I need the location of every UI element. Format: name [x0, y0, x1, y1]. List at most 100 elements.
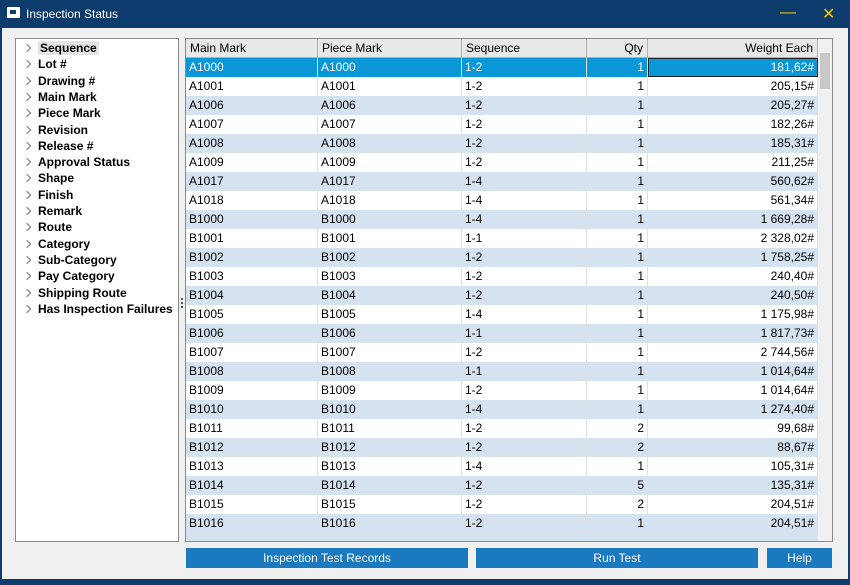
scrollbar[interactable]: [818, 39, 832, 541]
table-row[interactable]: B1004 B1004 1-2 1 240,50#: [186, 286, 818, 305]
tree-item-label[interactable]: Main Mark: [38, 89, 97, 104]
column-header[interactable]: Piece Mark: [318, 39, 462, 58]
expand-arrow[interactable]: [22, 43, 32, 53]
expand-arrow[interactable]: [22, 174, 32, 183]
button[interactable]: Inspection Test Records: [186, 548, 468, 568]
table-row[interactable]: A1017 A1017 1-4 1 560,62#: [186, 172, 818, 191]
table-cell: 1: [587, 115, 648, 134]
tree-item-label[interactable]: Shape: [38, 171, 75, 186]
tree-item-label[interactable]: Revision: [38, 122, 89, 137]
table-row[interactable]: A1000 A1000 1-2 1 181,62#: [186, 58, 818, 77]
table-row[interactable]: B1014 B1014 1-2 5 135,31#: [186, 476, 818, 495]
tree-item[interactable]: Shape: [22, 171, 75, 187]
tree-item-label[interactable]: Drawing #: [38, 73, 96, 88]
table-cell: 1-4: [462, 210, 587, 229]
table-row[interactable]: A1008 A1008 1-2 1 185,31#: [186, 134, 818, 153]
column-header[interactable]: Weight Each: [648, 39, 818, 58]
tree-item-label[interactable]: Shipping Route: [38, 285, 127, 300]
expand-arrow[interactable]: [22, 271, 32, 281]
column-header[interactable]: Sequence: [462, 39, 587, 58]
tree-item[interactable]: Route: [22, 220, 72, 236]
tree-item[interactable]: Shipping Route: [22, 285, 127, 302]
table-row[interactable]: B1013 B1013 1-4 1 105,31#: [186, 457, 818, 476]
tree-item[interactable]: Category: [22, 236, 91, 253]
tree-item[interactable]: Sequence: [22, 41, 99, 57]
tree-item-label[interactable]: Pay Category: [38, 269, 115, 284]
table-row[interactable]: B1002 B1002 1-2 1 1 758,25#: [186, 248, 818, 267]
table-row[interactable]: [186, 533, 818, 541]
expand-arrow[interactable]: [22, 141, 32, 151]
expand-arrow[interactable]: [22, 190, 32, 199]
expand-arrow[interactable]: [22, 125, 32, 134]
expand-arrow[interactable]: [22, 304, 32, 314]
table-cell: 1: [587, 229, 648, 248]
scroll-thumb[interactable]: [820, 53, 830, 89]
expand-arrow[interactable]: [22, 92, 32, 102]
tree-item-label[interactable]: Release #: [38, 138, 94, 153]
tree-item[interactable]: Remark: [22, 204, 83, 220]
expand-arrow[interactable]: [22, 108, 32, 118]
table-row[interactable]: A1018 A1018 1-4 1 561,34#: [186, 191, 818, 210]
table-row[interactable]: B1009 B1009 1-2 1 1 014,64#: [186, 381, 818, 400]
button[interactable]: Run Test: [476, 548, 758, 568]
column-header[interactable]: Main Mark: [186, 39, 318, 58]
tree-item-label[interactable]: Route: [38, 220, 72, 235]
tree-item[interactable]: Piece Mark: [22, 106, 101, 122]
tree-item[interactable]: Release #: [22, 138, 94, 155]
table-row[interactable]: B1012 B1012 1-2 2 88,67#: [186, 438, 818, 457]
tree-item-label[interactable]: Sub-Category: [38, 252, 117, 267]
tree-item-label[interactable]: Sequence: [38, 41, 99, 55]
table-row[interactable]: B1010 B1010 1-4 1 1 274,40#: [186, 400, 818, 419]
tree-item-label[interactable]: Approval Status: [38, 155, 131, 170]
tree-item[interactable]: Main Mark: [22, 89, 97, 106]
table-row[interactable]: B1001 B1001 1-1 1 2 328,02#: [186, 229, 818, 248]
table-row[interactable]: B1015 B1015 1-2 2 204,51#: [186, 495, 818, 514]
tree-item-label[interactable]: Has Inspection Failures: [38, 301, 173, 316]
table-row[interactable]: B1008 B1008 1-1 1 1 014,64#: [186, 362, 818, 381]
expand-arrow[interactable]: [22, 157, 32, 167]
table-row[interactable]: B1006 B1006 1-1 1 1 817,73#: [186, 324, 818, 343]
table-row[interactable]: B1005 B1005 1-4 1 1 175,98#: [186, 305, 818, 324]
table-row[interactable]: B1007 B1007 1-2 1 2 744,56#: [186, 343, 818, 362]
table-row[interactable]: B1016 B1016 1-2 1 204,51#: [186, 514, 818, 533]
tree-item[interactable]: Revision: [22, 122, 89, 139]
expand-arrow[interactable]: [22, 255, 32, 265]
expand-arrow[interactable]: [22, 60, 32, 69]
button[interactable]: Help: [767, 548, 832, 568]
table-cell: 2: [587, 495, 648, 514]
minimize-button[interactable]: —: [780, 4, 796, 21]
tree-item[interactable]: Approval Status: [22, 155, 131, 171]
table-row[interactable]: A1001 A1001 1-2 1 205,15#: [186, 77, 818, 96]
tree-item-label[interactable]: Finish: [38, 187, 74, 202]
table-row[interactable]: A1006 A1006 1-2 1 205,27#: [186, 96, 818, 115]
table-cell: B1000: [186, 210, 318, 229]
tree-item-label[interactable]: Remark: [38, 204, 83, 218]
expand-arrow[interactable]: [22, 288, 32, 297]
table-row[interactable]: A1009 A1009 1-2 1 211,25#: [186, 153, 818, 172]
table-row[interactable]: B1003 B1003 1-2 1 240,40#: [186, 267, 818, 286]
table-row[interactable]: B1000 B1000 1-4 1 1 669,28#: [186, 210, 818, 229]
tree-item[interactable]: Sub-Category: [22, 252, 117, 269]
splitter[interactable]: [181, 298, 185, 308]
table-row[interactable]: B1011 B1011 1-2 2 99,68#: [186, 419, 818, 438]
expand-arrow[interactable]: [22, 223, 32, 232]
tree-item[interactable]: Pay Category: [22, 269, 115, 285]
tree-item-label[interactable]: Piece Mark: [38, 106, 101, 121]
table-cell: 204,51#: [648, 514, 818, 533]
table-cell: 88,67#: [648, 438, 818, 457]
tree-item[interactable]: Has Inspection Failures: [22, 301, 173, 318]
tree-item-label[interactable]: Category: [38, 236, 91, 251]
tree-item[interactable]: Drawing #: [22, 73, 96, 90]
expand-arrow[interactable]: [22, 239, 32, 248]
expand-arrow[interactable]: [22, 206, 32, 216]
tree-item[interactable]: Lot #: [22, 57, 67, 73]
close-button[interactable]: ✕: [822, 6, 836, 23]
column-header[interactable]: Qty: [587, 39, 648, 58]
tree-item[interactable]: Finish: [22, 187, 74, 204]
table-cell: 1-2: [462, 77, 587, 96]
expand-arrow[interactable]: [22, 76, 32, 85]
table-row[interactable]: A1007 A1007 1-2 1 182,26#: [186, 115, 818, 134]
tree-item-label[interactable]: Lot #: [38, 57, 67, 72]
table-cell: 1: [587, 134, 648, 153]
